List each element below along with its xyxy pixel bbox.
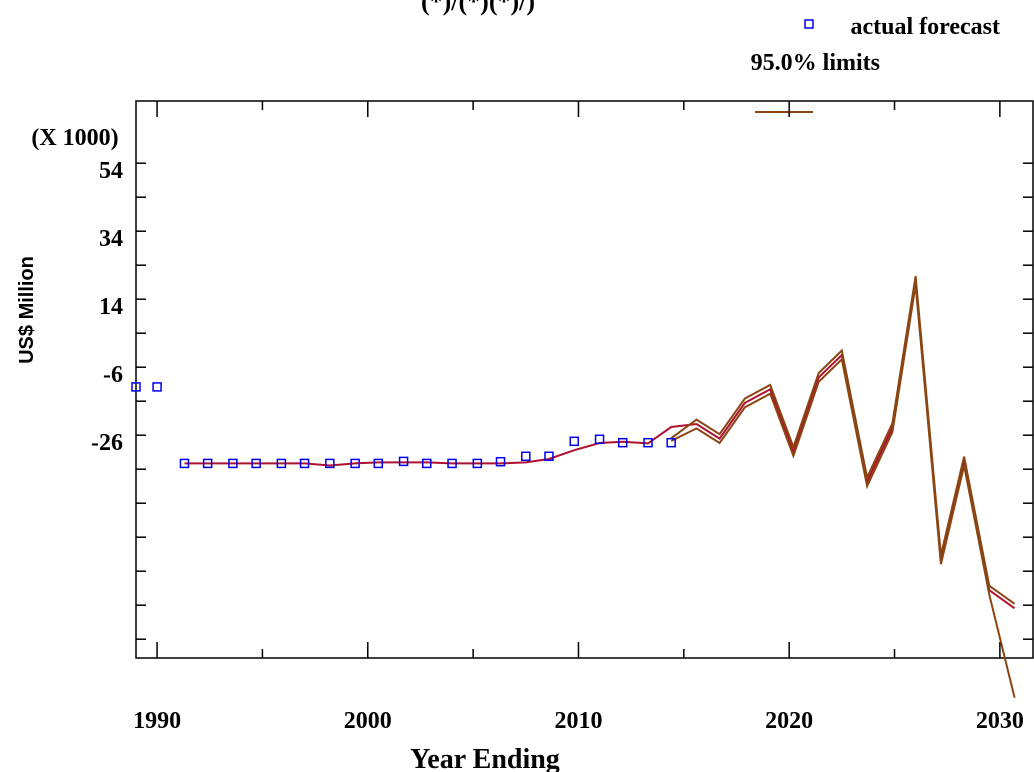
actual-point (594, 434, 605, 445)
actual-point (179, 458, 190, 469)
axis-ticks (136, 101, 1033, 658)
actual-point (251, 458, 261, 469)
y-tick-label: -26 (91, 430, 123, 456)
actual-point (131, 382, 141, 392)
x-tick-label: 2000 (344, 708, 392, 734)
actual-point (228, 458, 238, 469)
actual-point (299, 458, 310, 469)
series-forecast (184, 280, 1016, 610)
actual-point (202, 458, 213, 469)
x-tick-label: 2020 (765, 708, 813, 734)
actual-point (422, 458, 432, 469)
y-tick-label: 34 (99, 226, 123, 252)
y-multiplier-label: (X 1000) (31, 125, 118, 151)
plot-frame (135, 100, 1034, 659)
series-lines (184, 275, 1016, 698)
actual-point (544, 451, 554, 462)
actual-point (495, 456, 506, 467)
actual-point (398, 456, 409, 467)
x-tick-label: 1990 (133, 708, 181, 734)
y-tick-label: 54 (99, 158, 123, 184)
x-tick-label: 2030 (976, 708, 1024, 734)
actual-point (447, 458, 457, 469)
actual-point (472, 458, 483, 469)
actual-point (643, 437, 653, 448)
actual-point (325, 458, 335, 469)
legend: actual forecast 95.0% limits (751, 14, 1000, 113)
actual-point (373, 458, 384, 469)
actual-point (152, 382, 162, 392)
y-tick-label: -6 (103, 362, 123, 388)
legend-forecast-marker (804, 19, 814, 29)
actual-point (666, 437, 676, 448)
actual-point (276, 458, 287, 469)
series-lower-limit (670, 284, 1016, 698)
actual-point (617, 437, 628, 448)
legend-forecast-label: actual forecast (850, 14, 1000, 40)
actual-point (350, 458, 360, 469)
x-tick-label: 2010 (554, 708, 602, 734)
actual-point (521, 451, 531, 462)
axis-tick-labels: 1990 2000 2010 2020 2030 54 34 14 -6 -26 (91, 158, 1024, 734)
actual-point (569, 436, 580, 447)
y-axis-label: US$ Million (16, 256, 38, 364)
y-tick-label: 14 (99, 294, 123, 320)
series-upper-limit (670, 275, 1016, 605)
x-axis-label: Year Ending (410, 744, 560, 772)
top-label: (*)/(*)(*)/) (421, 0, 535, 16)
actual-markers (131, 382, 676, 469)
legend-limits-label: 95.0% limits (751, 50, 880, 76)
